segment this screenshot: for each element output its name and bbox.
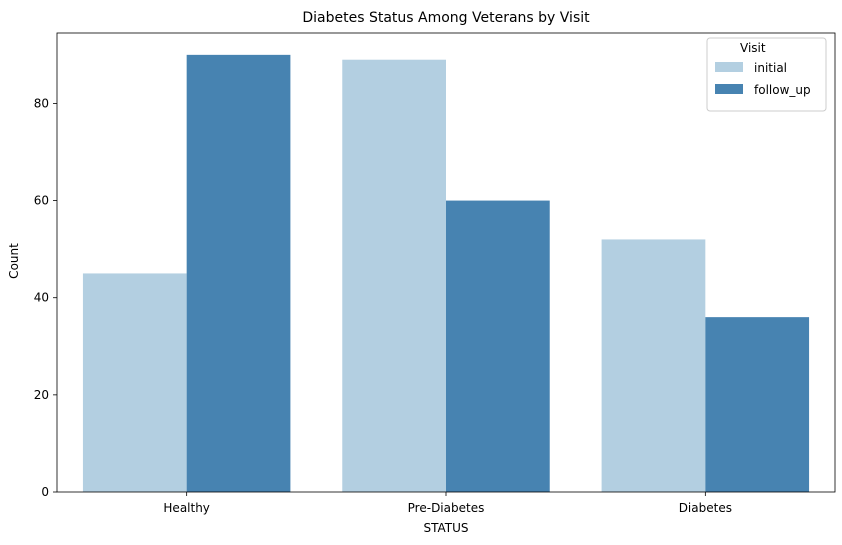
- y-axis: 0 20 40 60 80: [34, 96, 57, 499]
- plot-frame: [56, 32, 836, 493]
- y-tick-label: 40: [34, 291, 49, 305]
- chart-title: Diabetes Status Among Veterans by Visit: [302, 10, 590, 26]
- bar-initial-diabetes: [601, 239, 706, 492]
- bar-initial-healthy: [82, 273, 187, 492]
- legend-label-follow_up: follow_up: [754, 83, 811, 97]
- y-axis-label: Count: [7, 243, 21, 279]
- x-axis-label: STATUS: [423, 521, 468, 535]
- bar-initial-pre-diabetes: [342, 59, 446, 492]
- x-tick-label: Healthy: [163, 501, 210, 515]
- legend-label-initial: initial: [754, 61, 787, 75]
- bar-follow_up-healthy: [186, 54, 291, 492]
- x-axis: Healthy Pre-Diabetes Diabetes: [163, 492, 732, 515]
- y-tick-label: 0: [41, 485, 49, 499]
- bar-follow_up-diabetes: [705, 317, 810, 492]
- legend-title: Visit: [740, 41, 766, 55]
- y-tick-label: 20: [34, 388, 49, 402]
- x-tick-label: Pre-Diabetes: [408, 501, 485, 515]
- legend: Visit initial follow_up: [706, 37, 827, 112]
- legend-swatch-initial: [715, 62, 743, 72]
- bars-group: [82, 54, 810, 493]
- bar-follow_up-pre-diabetes: [446, 200, 550, 493]
- y-tick-label: 80: [34, 96, 49, 110]
- y-tick-label: 60: [34, 194, 49, 208]
- legend-swatch-follow_up: [715, 84, 743, 94]
- x-tick-label: Diabetes: [679, 501, 732, 515]
